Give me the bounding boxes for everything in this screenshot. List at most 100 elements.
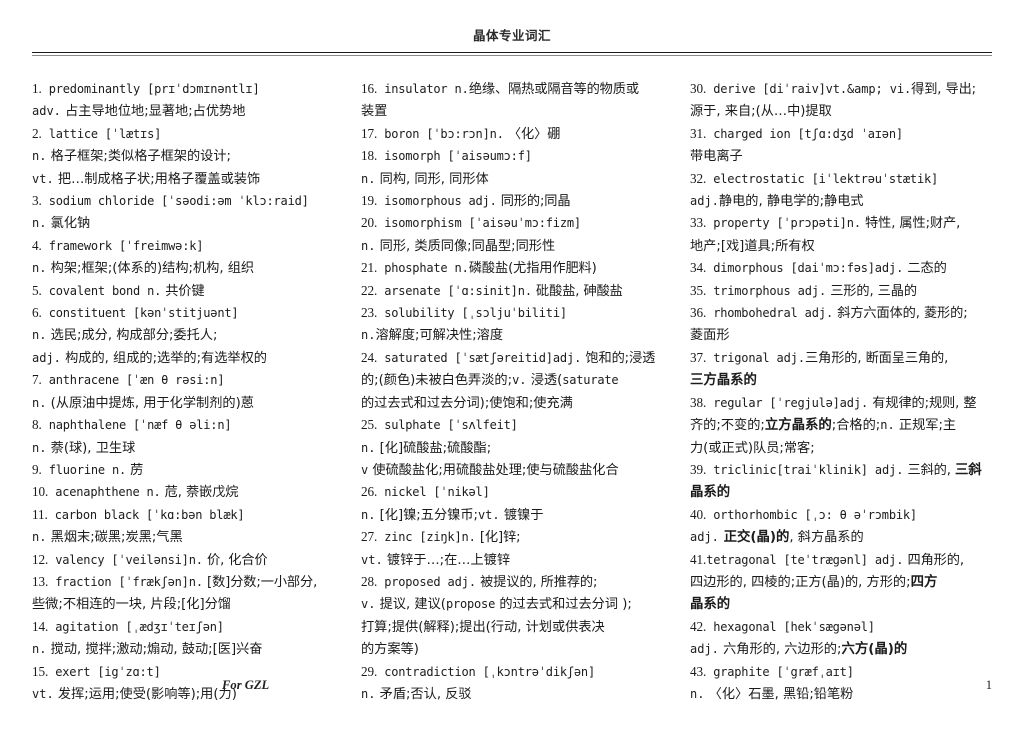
text-run-cn: 源于, 来自;(从…中)提取 <box>690 104 832 120</box>
text-run-num: 29. <box>361 663 378 679</box>
entry-headword-line: 3. sodium chloride [ˈsəodi:əm ˈklɔ:raid] <box>32 190 334 212</box>
entry-headword-line: 1. predominantly [prɪˈdɔmɪnəntlɪ] <box>32 78 334 100</box>
text-run-word: trimorphous <box>706 283 791 298</box>
text-run-pos: vt. <box>477 507 500 522</box>
text-run-word: phosphate <box>377 261 448 276</box>
entry-gloss-line: n. 同构, 同形, 同形体 <box>361 168 663 190</box>
text-run-num: 18. <box>361 148 378 164</box>
column-3: 30. derive [diˈraiv]vt.&amp; vi.得到, 导出; 源… <box>690 78 992 702</box>
text-run-word: insulator <box>377 82 448 96</box>
entry-headword-line: 36. rhombohedral adj. 斜方六面体的, 菱形的; <box>690 302 992 324</box>
text-run-word: arsenate <box>377 283 441 298</box>
entry-headword-line: 13. fraction [ˈfrækʃən]n. [数]分数;一小部分, <box>32 571 334 593</box>
text-run-cn: [化]硫酸盐;硫酸酯; <box>375 440 492 456</box>
text-run-ipa: [ˌædʒɪˈteɪʃən] <box>118 619 224 634</box>
text-run-ipa: [teˈtrægənl] <box>776 552 868 567</box>
entry-gloss-line: 菱面形 <box>690 324 992 346</box>
text-run-word: trigonal <box>706 350 770 365</box>
entry-gloss-line: 些微;不相连的一块, 片段;[化]分馏 <box>32 593 334 615</box>
text-run-num: 25. <box>361 417 378 433</box>
entry-headword-line: 7. anthracene [ˈæn θ rəsi:n] <box>32 369 334 391</box>
entry-gloss-line: 四边形的, 四棱的;正方(晶)的, 方形的;四方 <box>690 571 992 593</box>
text-run-word: predominantly <box>41 82 141 96</box>
entry-headword-line: 29. contradiction [ˌkɔntrəˈdikʃən] <box>361 661 663 683</box>
text-run-word: orthorhombic <box>706 507 798 522</box>
entry-gloss-line: v. 提议, 建议(propose 的过去式和过去分词 ); <box>361 593 663 615</box>
entry-headword-line: 39. triclinic[traiˈklinik] adj. 三斜的, 三斜 <box>690 459 992 481</box>
text-run-cn: 苈 <box>126 462 144 478</box>
entry-headword-line: 6. constituent [kənˈstitjuənt] <box>32 302 334 324</box>
text-run-cn: 力(或正式)队员;常客; <box>690 440 815 456</box>
entry-gloss-line: 力(或正式)队员;常客; <box>690 437 992 459</box>
text-run-cn: [化]镍;五分镍币; <box>375 507 478 523</box>
text-run-cn: 〈化〉硼 <box>503 126 561 142</box>
text-run-num: 2. <box>32 125 42 141</box>
entry-headword-line: 38. regular [ˈregjulə]adj. 有规律的;规则, 整 <box>690 392 992 414</box>
text-run-cn: 斜方六面体的, 菱形的; <box>833 306 968 322</box>
entry-headword-line: 16. insulator n.绝缘、隔热或隔音等的物质或 <box>361 78 663 100</box>
text-run-cn: 六角形的, 六边形的; <box>718 642 842 658</box>
text-run-pos: n. <box>32 261 47 276</box>
text-run-num: 19. <box>361 193 378 209</box>
text-run-pos: n. <box>361 171 376 186</box>
entry-headword-line: 8. naphthalene [ˈnæf θ əli:n] <box>32 414 334 436</box>
entry-headword-line: 26. nickel [ˈnikəl] <box>361 481 663 503</box>
text-run-num: 9. <box>32 461 42 477</box>
text-run-cn: 〈化〉石墨, 黑铅;铅笔粉 <box>704 686 854 702</box>
text-run-ipa: [iˈlektrəuˈstætik] <box>804 171 939 186</box>
text-run-word: fraction <box>48 574 112 589</box>
text-run-word: carbon black <box>47 507 140 522</box>
footer-note: For GZL <box>222 678 270 692</box>
text-run-cn: 使硫酸盐化;用硫酸盐处理;使与硫酸盐化合 <box>368 462 619 478</box>
entry-gloss-line: 的方案等) <box>361 638 663 660</box>
text-run-ipa: [ˈkɑ:bən blæk] <box>139 507 245 522</box>
text-run-pos: n. <box>461 530 476 545</box>
text-run-pos: adj. <box>790 283 827 298</box>
text-run-word: property <box>706 216 770 231</box>
text-run-pos: n. <box>32 440 47 455</box>
text-run-num: 38. <box>690 394 707 410</box>
text-run-cn: 三角形的, 断面呈三角的, <box>805 350 949 366</box>
entry-gloss-line: n. 同形, 类质同像;同晶型;同形性 <box>361 235 663 257</box>
entry-gloss-line: n. 黑烟末;碳黑;炭黑;气黑 <box>32 526 334 548</box>
text-run-ipa: [ˌɔ: θ əˈrɔmbik] <box>797 507 918 522</box>
text-run-cn: 镀镍于 <box>499 507 544 523</box>
text-run-num: 34. <box>690 260 707 276</box>
text-run-cn: , 斜方晶系的 <box>789 530 864 546</box>
text-run-num: 32. <box>690 170 707 186</box>
text-run-num: 20. <box>361 215 378 231</box>
entry-headword-line: 14. agitation [ˌædʒɪˈteɪʃən] <box>32 616 334 638</box>
entry-headword-line: 11. carbon black [ˈkɑ:bən blæk] <box>32 504 334 526</box>
text-run-pos: v <box>361 462 369 477</box>
text-run-cn: 绝缘、隔热或隔音等的物质或 <box>468 82 639 97</box>
text-run-ipa: [ˈfrækʃən] <box>111 574 189 589</box>
text-run-ipa: [ˈaisəuˈmɔ:fizm] <box>461 216 582 231</box>
text-run-num: 22. <box>361 282 378 298</box>
text-run-pos: n. <box>32 395 47 410</box>
text-run-ipa: [ˌsɔljuˈbiliti] <box>454 306 567 321</box>
text-run-cn-b: 六方(晶)的 <box>841 642 908 658</box>
entry-gloss-line: 的;(颜色)未被白色弄淡的;v. 浸透(saturate <box>361 369 663 391</box>
text-run-word: saturated <box>377 350 448 365</box>
text-run-ipa: [ˈaisəumɔ:f] <box>440 149 532 164</box>
text-run-ipa: [ˈɑ:sinit] <box>440 283 518 298</box>
text-run-cn: 砒酸盐, 砷酸盐 <box>531 283 623 299</box>
text-run-num: 17. <box>361 125 378 141</box>
entry-headword-line: 23. solubility [ˌsɔljuˈbiliti] <box>361 302 663 324</box>
text-run-num: 27. <box>361 529 378 545</box>
entry-gloss-line: adv. 占主导地位地;显著地;占优势地 <box>32 100 334 122</box>
entry-gloss-line: vt. 把…制成格子状;用格子覆盖或装饰 <box>32 168 334 190</box>
text-run-num: 12. <box>32 551 49 567</box>
text-run-ipa: [ˈfreimwə:k] <box>111 238 204 253</box>
text-run-ipa: [ziŋk] <box>412 530 462 545</box>
text-run-ipa: [hekˈsægənəl] <box>776 619 875 634</box>
text-run-cn: ;合格的; <box>831 418 881 434</box>
text-run-cn: 氯化钠 <box>46 216 91 232</box>
entry-headword-line: 19. isomorphous adj. 同形的;同晶 <box>361 190 663 212</box>
text-run-pos: n. <box>690 686 705 701</box>
text-run-cn: 菱面形 <box>690 328 730 344</box>
text-run-ipa: [ˈsætʃəreitid] <box>447 350 553 365</box>
text-run-cn-b: 晶系的 <box>690 485 731 501</box>
text-run-word: nickel <box>377 485 427 500</box>
text-run-ipa: [traiˈklinik] <box>776 462 868 477</box>
